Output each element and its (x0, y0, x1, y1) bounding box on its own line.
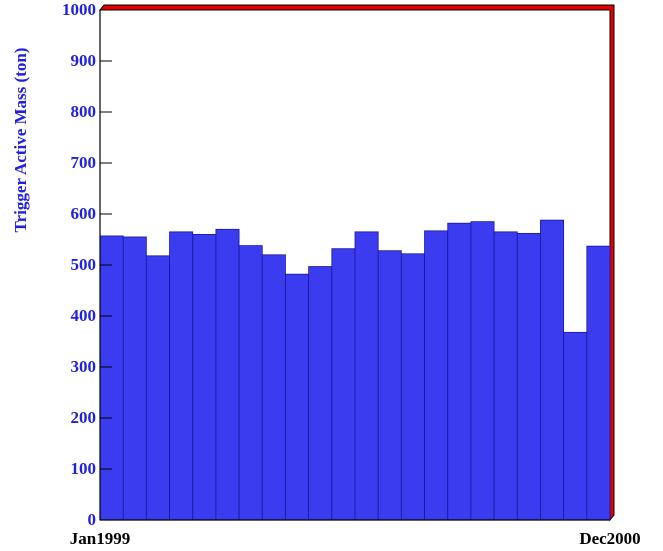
y-tick-label: 500 (71, 255, 97, 274)
x-tick-label: Jan1999 (70, 529, 130, 548)
bar (238, 245, 263, 521)
bar (192, 233, 217, 521)
y-axis-label: Trigger Active Mass (ton) (11, 48, 30, 233)
y-tick-label: 700 (71, 153, 97, 172)
y-tick-label: 1000 (62, 0, 96, 19)
bar (424, 230, 449, 521)
x-tick-label: Dec2000 (579, 529, 640, 548)
y-tick-label: 600 (71, 204, 97, 223)
y-tick-label: 0 (88, 510, 97, 529)
bar (563, 331, 588, 521)
y-tick-label: 300 (71, 357, 97, 376)
bar (169, 231, 194, 521)
y-tick-label: 100 (71, 459, 97, 478)
bar (331, 248, 356, 521)
y-tick-label: 400 (71, 306, 97, 325)
bar (215, 228, 240, 521)
y-tick-label: 200 (71, 408, 97, 427)
bar (122, 236, 147, 521)
y-tick-label: 800 (71, 102, 97, 121)
bar (308, 266, 333, 521)
bar (447, 222, 472, 521)
bar (261, 254, 286, 521)
bar (516, 232, 541, 521)
bar (145, 255, 170, 521)
bar (354, 231, 379, 521)
bar (285, 273, 310, 521)
bar (377, 250, 402, 521)
bar (99, 235, 124, 521)
bar (400, 253, 425, 521)
bar (493, 231, 518, 521)
bar (586, 245, 611, 521)
bar (540, 219, 565, 521)
bar (470, 221, 495, 521)
y-tick-label: 900 (71, 51, 97, 70)
